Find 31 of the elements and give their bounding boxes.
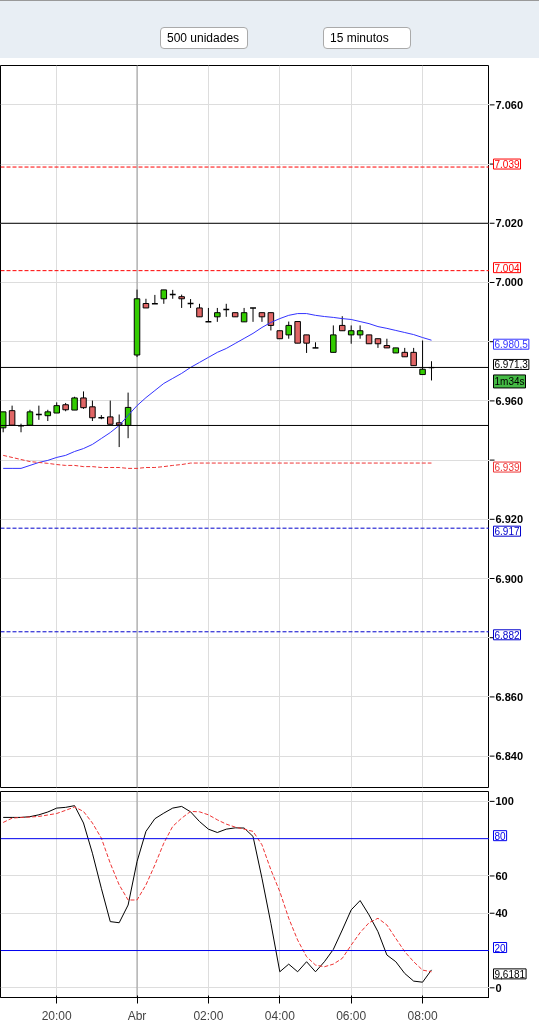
ref-line-label: 7.004: [494, 262, 520, 274]
y-tick-label: 0: [495, 981, 502, 994]
y-tick-label: 7.060: [495, 98, 524, 111]
ref-line-label: 6.882: [494, 629, 520, 641]
ref-line-label: 6.917: [494, 526, 520, 538]
x-tick-label: 20:00: [41, 1008, 73, 1023]
y-tick-label: 7.000: [495, 276, 524, 289]
y-tick-label: 6.900: [495, 572, 524, 585]
y-tick-label: 6.960: [495, 394, 524, 407]
text: 15 minutos: [323, 27, 411, 49]
ref-line-label: 20: [494, 942, 507, 954]
x-tick-label: 06:00: [336, 1008, 367, 1023]
x-tick-label: 08:00: [407, 1008, 438, 1023]
y-tick-label: 6.840: [495, 750, 524, 763]
y-tick-label: 100: [495, 795, 514, 808]
ref-line-label: 7.039: [494, 159, 520, 171]
ref-line-label: 80: [494, 830, 507, 842]
y-tick-label: 40: [495, 907, 508, 920]
ref-line-label: 6.971,3: [494, 359, 529, 371]
y-tick-label: 7.020: [495, 217, 524, 230]
text: 6.939: [494, 462, 520, 474]
text: 9,6181: [494, 968, 526, 980]
x-tick-label: 04:00: [264, 1008, 296, 1023]
text: 6.980,5: [494, 339, 529, 351]
text: 500 unidades: [160, 27, 248, 49]
text: 1m34s: [494, 375, 525, 387]
y-tick-label: 60: [495, 869, 508, 882]
x-tick-label: Abr: [127, 1008, 147, 1023]
y-tick-label: 6.920: [495, 513, 524, 526]
x-tick-label: 02:00: [193, 1008, 224, 1023]
y-tick-label: 6.860: [495, 690, 524, 703]
